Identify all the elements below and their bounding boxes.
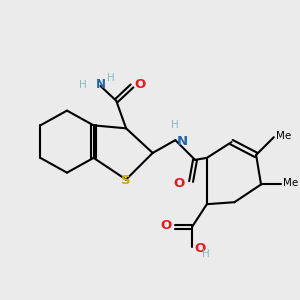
Text: H: H — [202, 249, 210, 260]
Text: O: O — [194, 242, 205, 255]
Text: N: N — [95, 79, 106, 92]
Text: H: H — [172, 120, 179, 130]
Text: O: O — [173, 177, 184, 190]
Text: S: S — [121, 174, 131, 187]
Text: N: N — [176, 135, 188, 148]
Text: O: O — [160, 219, 171, 232]
Text: Me: Me — [276, 131, 291, 141]
Text: O: O — [134, 79, 145, 92]
Text: Me: Me — [283, 178, 298, 188]
Text: H: H — [107, 73, 115, 83]
Text: H: H — [79, 80, 87, 90]
